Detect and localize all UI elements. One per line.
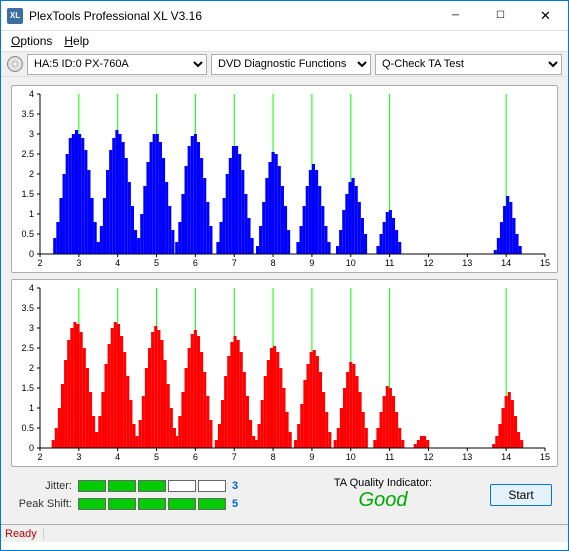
minimize-button[interactable]: ─ (433, 1, 478, 30)
svg-text:13: 13 (462, 452, 472, 462)
disc-icon (7, 56, 23, 72)
menu-options[interactable]: Options (5, 32, 58, 50)
svg-text:0.5: 0.5 (21, 423, 34, 433)
svg-text:3.5: 3.5 (21, 303, 34, 313)
menu-help[interactable]: Help (58, 32, 95, 50)
close-button[interactable]: ✕ (523, 1, 568, 30)
indicator-box (108, 480, 136, 492)
indicator-box (78, 480, 106, 492)
svg-text:10: 10 (346, 258, 356, 268)
test-select[interactable]: Q-Check TA Test (375, 54, 562, 75)
peakshift-label: Peak Shift: (17, 498, 72, 510)
svg-text:3.5: 3.5 (21, 109, 34, 119)
svg-text:7: 7 (232, 452, 237, 462)
svg-text:3: 3 (76, 452, 81, 462)
content-area: 00.511.522.533.5423456789101112131415 00… (1, 77, 568, 524)
menubar: Options Help (1, 31, 568, 51)
svg-text:1.5: 1.5 (21, 189, 34, 199)
indicator-box (168, 498, 196, 510)
indicator-box (168, 480, 196, 492)
svg-text:4: 4 (29, 89, 34, 99)
indicator-box (138, 480, 166, 492)
ta-indicator: TA Quality Indicator: Good (284, 477, 482, 512)
indicator-box (108, 498, 136, 510)
svg-text:6: 6 (193, 452, 198, 462)
svg-text:2: 2 (29, 363, 34, 373)
svg-text:12: 12 (423, 258, 433, 268)
svg-text:5: 5 (154, 452, 159, 462)
ta-label: TA Quality Indicator: (334, 477, 432, 489)
svg-text:4: 4 (115, 452, 120, 462)
svg-text:15: 15 (540, 452, 550, 462)
metrics: Jitter: 3 Peak Shift: 5 (17, 480, 246, 510)
function-select[interactable]: DVD Diagnostic Functions (211, 54, 371, 75)
svg-text:9: 9 (309, 452, 314, 462)
svg-text:2: 2 (37, 452, 42, 462)
titlebar: XL PlexTools Professional XL V3.16 ─ ☐ ✕ (1, 1, 568, 31)
maximize-button[interactable]: ☐ (478, 1, 523, 30)
svg-text:8: 8 (271, 258, 276, 268)
svg-text:4: 4 (115, 258, 120, 268)
svg-text:0: 0 (29, 249, 34, 259)
svg-text:15: 15 (540, 258, 550, 268)
svg-text:2: 2 (37, 258, 42, 268)
jitter-row: Jitter: 3 (17, 480, 246, 492)
bottom-panel: Jitter: 3 Peak Shift: 5 TA Quality Indic… (11, 473, 558, 520)
svg-text:6: 6 (193, 258, 198, 268)
toolbar: HA:5 ID:0 PX-760A DVD Diagnostic Functio… (1, 51, 568, 77)
svg-text:5: 5 (154, 258, 159, 268)
svg-text:14: 14 (501, 452, 511, 462)
svg-text:10: 10 (346, 452, 356, 462)
svg-text:0.5: 0.5 (21, 229, 34, 239)
jitter-value: 3 (232, 480, 246, 492)
peakshift-boxes (78, 498, 226, 510)
svg-text:3: 3 (29, 323, 34, 333)
jitter-label: Jitter: (17, 480, 72, 492)
ta-value: Good (359, 489, 408, 512)
indicator-box (78, 498, 106, 510)
svg-text:11: 11 (385, 452, 394, 462)
peakshift-value: 5 (232, 498, 246, 510)
svg-text:1.5: 1.5 (21, 383, 34, 393)
chart-top: 0 0.5 1 1.5 2 2.5 3 3.5 4 2 3 4 5 6 7 8 9 10 11 12 13 14 15 (11, 85, 558, 273)
peakshift-row: Peak Shift: 5 (17, 498, 246, 510)
chart-bottom: 0 0.5 1 1.5 2 2.5 3 3.5 4 2 3 4 5 6 7 8 9 10 11 12 13 14 15 (11, 279, 558, 467)
svg-text:2: 2 (29, 169, 34, 179)
drive-select[interactable]: HA:5 ID:0 PX-760A (27, 54, 207, 75)
jitter-boxes (78, 480, 226, 492)
svg-text:3: 3 (29, 129, 34, 139)
svg-text:7: 7 (232, 258, 237, 268)
window-title: PlexTools Professional XL V3.16 (29, 9, 433, 23)
start-button[interactable]: Start (490, 484, 552, 506)
svg-text:3: 3 (76, 258, 81, 268)
svg-text:4: 4 (29, 283, 34, 293)
svg-text:0: 0 (29, 443, 34, 453)
svg-text:11: 11 (385, 258, 394, 268)
svg-text:12: 12 (423, 452, 433, 462)
svg-text:13: 13 (462, 258, 472, 268)
svg-text:1: 1 (29, 209, 34, 219)
indicator-box (138, 498, 166, 510)
svg-text:9: 9 (309, 258, 314, 268)
svg-text:14: 14 (501, 258, 511, 268)
status-text: Ready (5, 528, 44, 540)
indicator-box (198, 498, 226, 510)
indicator-box (198, 480, 226, 492)
statusbar: Ready (1, 524, 568, 542)
svg-text:2.5: 2.5 (21, 149, 34, 159)
svg-text:2.5: 2.5 (21, 343, 34, 353)
app-icon: XL (7, 8, 23, 24)
svg-text:1: 1 (29, 403, 34, 413)
svg-text:8: 8 (271, 452, 276, 462)
